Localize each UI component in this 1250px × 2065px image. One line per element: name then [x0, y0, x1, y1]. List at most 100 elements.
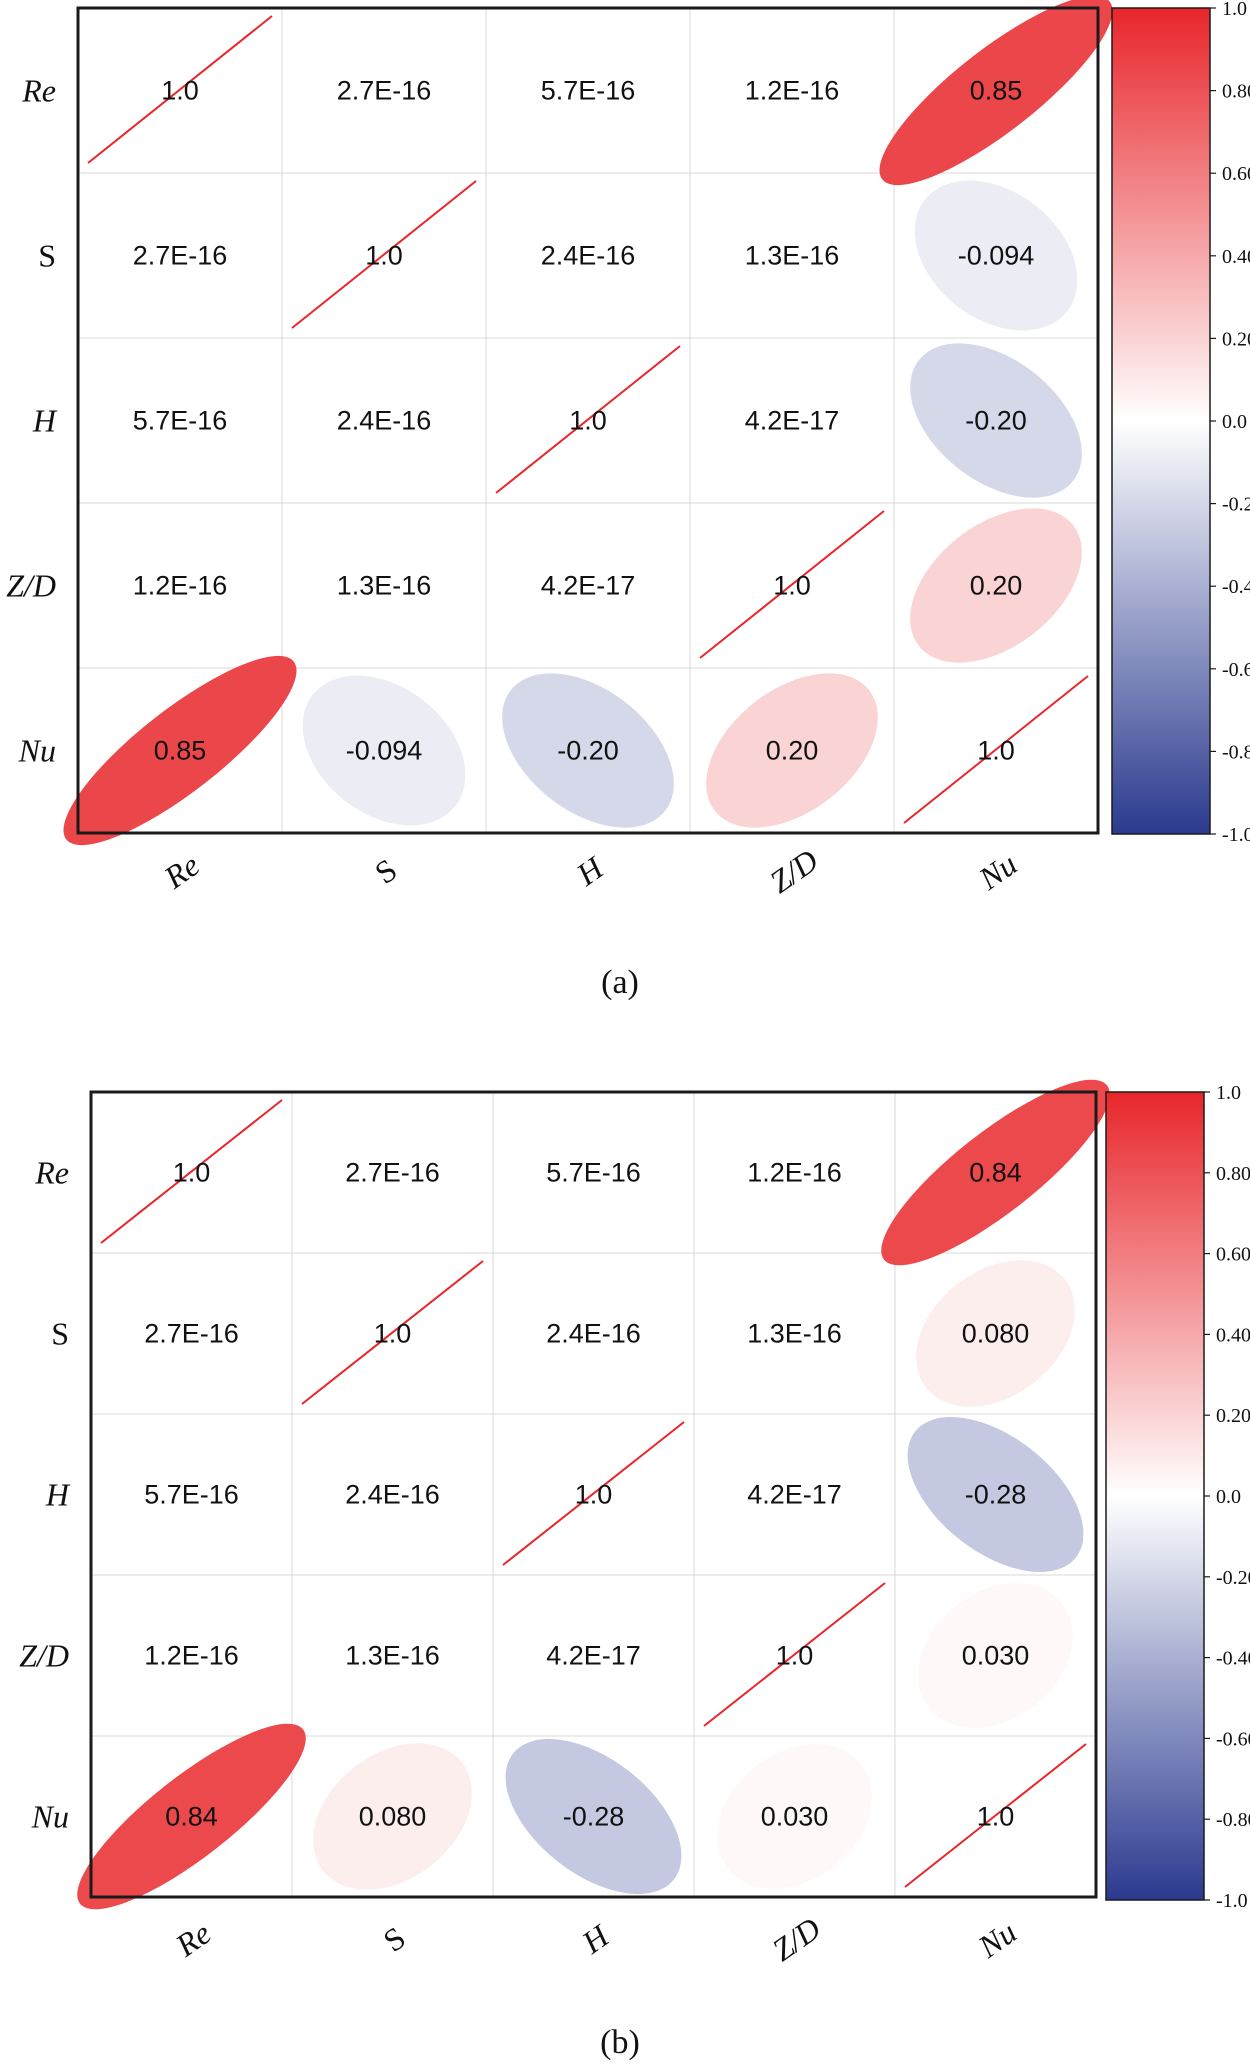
ellipse-Nu-S [302, 675, 466, 826]
column-label-H: H [569, 849, 611, 893]
correlation-panel-b: 1.0 2.7E-16 5.7E-16 1.2E-16 0.84 2.7E-16 1.0 2.… [19, 1079, 1250, 2061]
ellipse-S-Nu [916, 1260, 1075, 1407]
column-label-Nu: Nu [971, 1914, 1023, 1965]
row-label-Re: Re [21, 73, 56, 109]
cell-Nu-Nu-value: 1.0 [977, 736, 1015, 766]
ellipse-Nu-Re [77, 1723, 306, 1910]
diagonal-line-Re [100, 1099, 283, 1244]
ellipse-Nu-S [313, 1743, 472, 1890]
cell-S-Re-value: 2.7E-16 [133, 241, 228, 271]
ellipse-H-Nu [907, 1416, 1084, 1573]
diagonal-line-H [495, 345, 681, 494]
cell-S-S-value: 1.0 [365, 241, 403, 271]
colorbar-tick-label: -0.60 [1222, 659, 1250, 681]
cell-ZD-Nu-value: 0.030 [962, 1641, 1030, 1671]
colorbar-tick-label: 0.60 [1222, 163, 1250, 185]
cell-S-H-value: 2.4E-16 [541, 241, 636, 271]
cell-Re-ZD-value: 1.2E-16 [745, 76, 840, 106]
colorbar-tick-label: -0.80 [1222, 741, 1250, 763]
diagonal-line-ZD [699, 510, 885, 659]
ellipse-Nu-H [502, 673, 674, 828]
cell-S-H-value: 2.4E-16 [546, 1319, 641, 1349]
colorbar-tick-label: -1.0 [1216, 1890, 1248, 1912]
cell-Re-S-value: 2.7E-16 [345, 1158, 440, 1188]
ellipse-Nu-Re [63, 655, 297, 846]
cell-Re-Re-value: 1.0 [173, 1158, 211, 1188]
colorbar-tick-label: -0.80 [1216, 1809, 1250, 1831]
diagonal-line-Nu [903, 675, 1089, 824]
row-label-H: H [45, 1477, 71, 1513]
cell-Nu-S-value: 0.080 [359, 1802, 427, 1832]
cell-S-Re-value: 2.7E-16 [144, 1319, 239, 1349]
colorbar-tick-label: 0.20 [1216, 1405, 1250, 1427]
cell-H-ZD-value: 4.2E-17 [747, 1480, 842, 1510]
cell-S-ZD-value: 1.3E-16 [745, 241, 840, 271]
colorbar-tick-label: 1.0 [1216, 1082, 1241, 1104]
column-label-Re: Re [157, 847, 206, 896]
cell-H-ZD-value: 4.2E-17 [745, 406, 840, 436]
cell-Nu-S-value: -0.094 [346, 736, 423, 766]
ellipse-Nu-ZD [717, 1744, 872, 1889]
colorbar-tick-label: -0.20 [1222, 494, 1250, 516]
column-label-Nu: Nu [971, 846, 1023, 897]
ellipse-Nu-H [505, 1738, 682, 1895]
cell-ZD-Re-value: 1.2E-16 [144, 1641, 239, 1671]
diagonal-line-S [301, 1260, 484, 1405]
colorbar-tick-label: -0.40 [1222, 576, 1250, 598]
cell-Re-S-value: 2.7E-16 [337, 76, 432, 106]
cell-S-Nu-value: 0.080 [962, 1319, 1030, 1349]
colorbar-tick-label: 0.60 [1216, 1244, 1250, 1266]
colorbar-tick-label: -0.40 [1216, 1648, 1250, 1670]
column-label-H: H [575, 1917, 617, 1961]
cell-H-Re-value: 5.7E-16 [144, 1480, 239, 1510]
ellipse-Nu-ZD [706, 673, 878, 828]
colorbar-tick-label: 1.0 [1222, 0, 1247, 20]
panel-caption: (a) [601, 964, 639, 1001]
colorbar-tick-label: 0.40 [1222, 246, 1250, 268]
cell-Nu-ZD-value: 0.20 [766, 736, 819, 766]
diagonal-line-S [291, 180, 477, 329]
diagonal-line-H [502, 1421, 685, 1566]
ellipse-ZD-Nu [918, 1583, 1073, 1728]
column-label-ZD: Z/D [763, 842, 824, 900]
cell-Nu-ZD-value: 0.030 [761, 1802, 829, 1832]
cell-ZD-Re-value: 1.2E-16 [133, 571, 228, 601]
plot-frame [76, 6, 1100, 835]
ellipse-Re-Nu [879, 0, 1113, 186]
column-label-Re: Re [168, 1915, 217, 1964]
cell-H-Nu-value: -0.28 [965, 1480, 1027, 1510]
cell-Nu-Nu-value: 1.0 [977, 1802, 1015, 1832]
colorbar-tick-label: -0.60 [1216, 1728, 1250, 1750]
column-label-S: S [377, 1919, 412, 1959]
diagonal-line-Nu [904, 1743, 1087, 1888]
cell-H-H-value: 1.0 [569, 406, 607, 436]
colorbar-tick-label: -1.0 [1222, 824, 1250, 846]
cell-Nu-H-value: -0.20 [557, 736, 619, 766]
ellipse-S-Nu [914, 180, 1078, 331]
cell-H-S-value: 2.4E-16 [337, 406, 432, 436]
ellipse-ZD-Nu [910, 508, 1082, 663]
colorbar-tick-label: 0.80 [1222, 81, 1250, 103]
colorbar-tick-label: 0.0 [1222, 411, 1247, 433]
cell-Re-H-value: 5.7E-16 [541, 76, 636, 106]
ellipse-H-Nu [910, 343, 1082, 498]
diagonal-line-Re [87, 15, 273, 164]
cell-Nu-H-value: -0.28 [563, 1802, 625, 1832]
cell-H-S-value: 2.4E-16 [345, 1480, 440, 1510]
ellipse-Re-Nu [881, 1079, 1110, 1266]
colorbar-tick-label: -0.20 [1216, 1567, 1250, 1589]
cell-S-Nu-value: -0.094 [958, 241, 1035, 271]
column-label-ZD: Z/D [765, 1910, 826, 1968]
colorbar [1105, 1091, 1205, 1901]
cell-S-S-value: 1.0 [374, 1319, 412, 1349]
colorbar-tick-label: 0.40 [1216, 1324, 1250, 1346]
cell-Re-Re-value: 1.0 [161, 76, 199, 106]
cell-H-Re-value: 5.7E-16 [133, 406, 228, 436]
diagonal-line-ZD [703, 1582, 886, 1727]
row-label-Re: Re [34, 1155, 69, 1191]
colorbar-tick-label: 0.20 [1222, 328, 1250, 350]
cell-S-ZD-value: 1.3E-16 [747, 1319, 842, 1349]
row-label-Nu: Nu [18, 733, 56, 769]
cell-ZD-Nu-value: 0.20 [970, 571, 1023, 601]
